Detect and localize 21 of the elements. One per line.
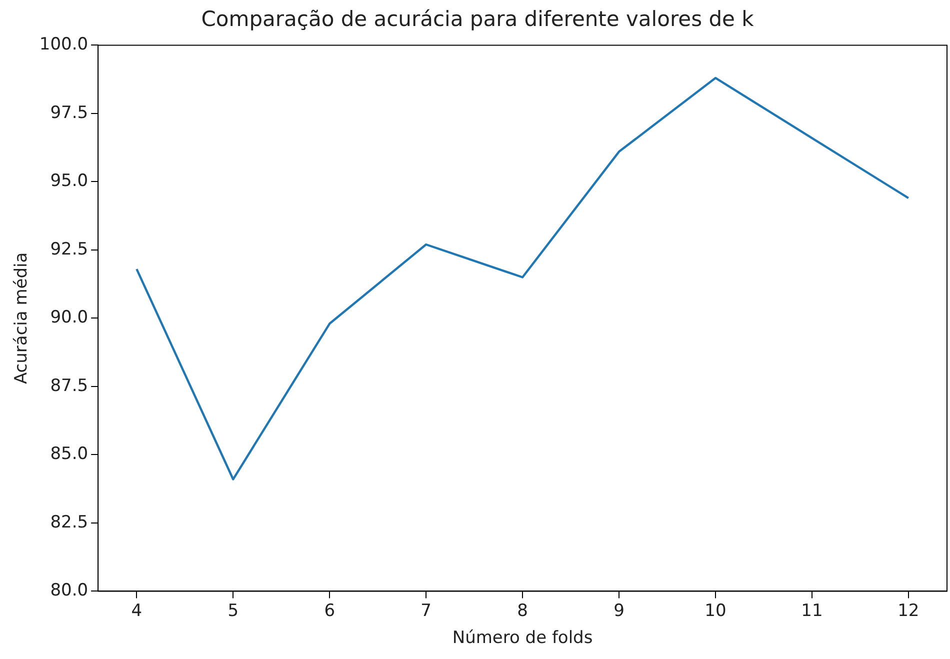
y-tick-label: 80.0 — [50, 580, 88, 601]
x-tick-label: 12 — [898, 600, 920, 621]
x-tick-label: 11 — [801, 600, 823, 621]
x-tick-label: 10 — [704, 600, 726, 621]
x-axis-title: Número de folds — [452, 628, 593, 648]
x-tick-label: 7 — [420, 600, 432, 621]
x-tick-label: 6 — [324, 600, 336, 621]
y-tick-label: 97.5 — [50, 102, 88, 123]
x-tick-label: 5 — [228, 600, 239, 621]
x-tick-label: 8 — [517, 600, 528, 621]
y-tick-label: 92.5 — [50, 239, 88, 260]
y-tick-label: 100.0 — [39, 34, 88, 55]
x-tick-label: 9 — [614, 600, 624, 621]
chart-title: Comparação de acurácia para diferente valores de k — [201, 7, 755, 32]
y-tick-label: 82.5 — [50, 512, 88, 532]
y-tick-label: 85.0 — [50, 444, 88, 464]
y-tick-label: 95.0 — [50, 171, 88, 192]
x-tick-label: 4 — [131, 600, 142, 621]
y-tick-label: 90.0 — [50, 308, 88, 328]
y-tick-label: 87.5 — [50, 376, 88, 396]
y-axis-title: Acurácia média — [12, 252, 32, 384]
